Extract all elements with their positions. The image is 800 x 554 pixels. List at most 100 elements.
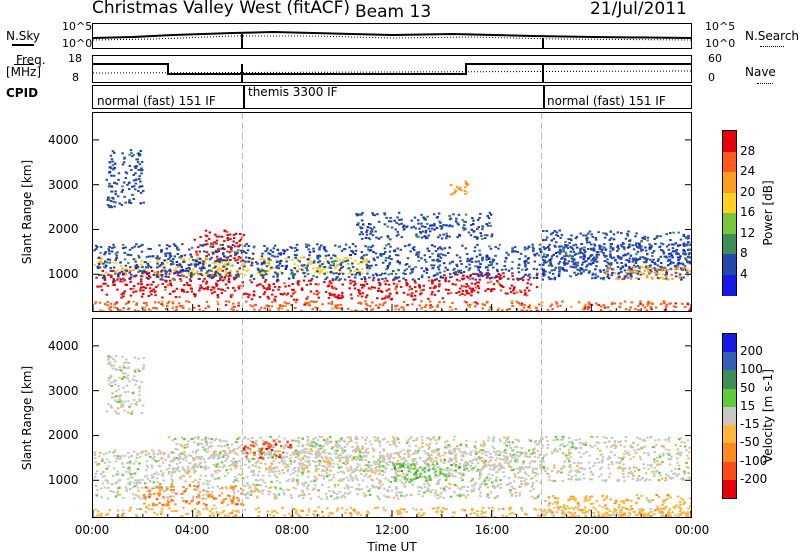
heatmap-cell (398, 218, 401, 221)
heatmap-cell (221, 247, 225, 250)
heatmap-cell (535, 274, 539, 277)
heatmap-cell (264, 250, 267, 253)
heatmap-cell (369, 288, 373, 290)
heatmap-cell (461, 278, 465, 281)
heatmap-cell (489, 280, 493, 283)
heatmap-cell (479, 486, 482, 488)
heatmap-cell (230, 248, 233, 251)
heatmap-cell (408, 293, 412, 296)
heatmap-cell (249, 304, 252, 307)
heatmap-cell (146, 283, 149, 286)
heatmap-cell (358, 454, 362, 457)
heatmap-cell (298, 260, 301, 263)
heatmap-cell (219, 277, 222, 280)
heatmap-cell (211, 273, 214, 276)
heatmap-cell (368, 276, 371, 279)
heatmap-cell (179, 477, 182, 480)
heatmap-cell (630, 275, 633, 278)
heatmap-cell (216, 273, 219, 276)
heatmap-cell (383, 223, 387, 226)
heatmap-cell (617, 278, 620, 281)
heatmap-cell (121, 185, 124, 188)
heatmap-cell (136, 453, 139, 456)
heatmap-cell (644, 249, 648, 252)
heatmap-cell (539, 481, 542, 484)
heatmap-cell (128, 248, 132, 251)
heatmap-cell (307, 508, 311, 511)
heatmap-cell (211, 493, 214, 496)
heatmap-cell (449, 184, 453, 186)
heatmap-cell (306, 514, 309, 516)
heatmap-cell (327, 514, 330, 517)
heatmap-cell (343, 492, 347, 495)
heatmap-cell (628, 243, 631, 246)
heatmap-cell (376, 256, 379, 259)
heatmap-cell (257, 490, 260, 493)
heatmap-cell (538, 464, 542, 467)
heatmap-cell (663, 302, 666, 305)
heatmap-cell (630, 268, 633, 271)
heatmap-cell (325, 497, 329, 500)
heatmap-cell (383, 247, 387, 250)
heatmap-cell (156, 274, 159, 276)
heatmap-cell (414, 450, 417, 452)
heatmap-cell (657, 272, 660, 275)
heatmap-cell (463, 509, 467, 512)
heatmap-cell (330, 303, 333, 305)
heatmap-cell (413, 452, 416, 455)
heatmap-cell (139, 263, 143, 266)
heatmap-cell (564, 251, 568, 254)
heatmap-cell (674, 267, 677, 270)
heatmap-cell (147, 452, 151, 455)
heatmap-cell (390, 476, 394, 478)
heatmap-cell (157, 301, 161, 304)
heatmap-cell (386, 267, 389, 270)
heatmap-cell (389, 292, 392, 295)
nave-dots (757, 83, 773, 84)
heatmap-cell (146, 453, 149, 456)
heatmap-cell (620, 508, 623, 511)
heatmap-cell (498, 283, 502, 286)
heatmap-cell (384, 477, 387, 480)
heatmap-cell (182, 260, 186, 263)
heatmap-cell (329, 461, 332, 464)
heatmap-cell (263, 291, 267, 294)
heatmap-cell (226, 230, 229, 233)
heatmap-cell (93, 451, 97, 454)
heatmap-cell (204, 497, 208, 500)
noise-gap-1 (241, 34, 243, 48)
heatmap-cell (681, 262, 684, 265)
heatmap-cell (505, 461, 508, 464)
heatmap-cell (522, 275, 525, 278)
heatmap-cell (151, 466, 154, 469)
heatmap-cell (139, 482, 142, 484)
heatmap-cell (157, 273, 161, 276)
heatmap-cell (413, 279, 416, 282)
heatmap-cell (585, 234, 588, 237)
heatmap-cell (188, 267, 191, 270)
heatmap-cell (236, 453, 239, 456)
heatmap-cell (576, 272, 580, 275)
heatmap-cell (283, 493, 286, 496)
heatmap-cell (160, 249, 163, 252)
heatmap-cell (635, 242, 638, 245)
heatmap-cell (202, 287, 206, 290)
heatmap-cell (651, 260, 654, 263)
heatmap-cell (128, 199, 131, 202)
heatmap-cell (502, 272, 505, 275)
heatmap-cell (195, 450, 198, 452)
heatmap-cell (328, 282, 331, 285)
heatmap-cell (105, 261, 109, 264)
heatmap-cell (271, 254, 274, 257)
heatmap-cell (279, 305, 282, 308)
heatmap-cell (495, 262, 499, 265)
heatmap-cell (513, 512, 516, 515)
heatmap-cell (165, 244, 169, 247)
heatmap-cell (349, 476, 353, 478)
heatmap-cell (555, 302, 559, 305)
heatmap-cell (462, 271, 466, 273)
heatmap-cell (334, 304, 337, 307)
heatmap-cell (663, 515, 666, 517)
heatmap-cell (108, 171, 111, 174)
heatmap-cell (267, 252, 270, 255)
